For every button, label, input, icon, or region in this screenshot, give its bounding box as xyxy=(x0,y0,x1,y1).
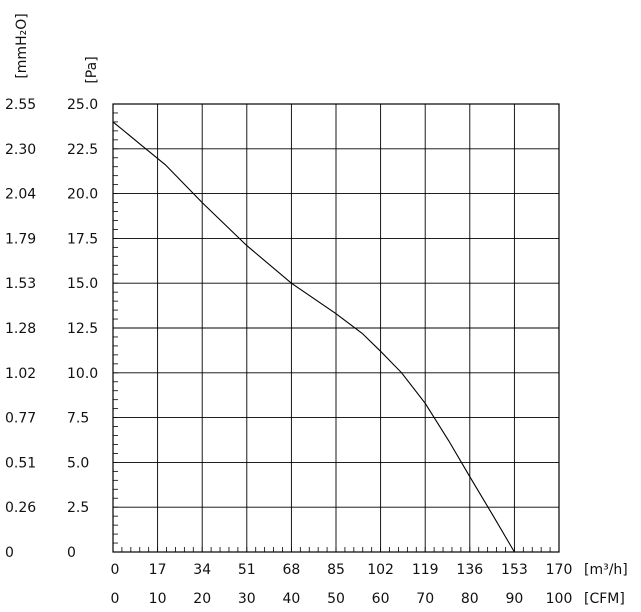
y-secondary-tick-label: 1.53 xyxy=(5,276,36,292)
y-primary-tick-label: 5.0 xyxy=(67,455,89,471)
x-primary-unit-label: [m³/h] xyxy=(584,562,628,578)
x-secondary-tick-label: 60 xyxy=(372,591,390,607)
y-primary-tick-label: 7.5 xyxy=(67,411,89,427)
y-secondary-tick-label: 2.30 xyxy=(5,142,36,158)
y-primary-tick-label: 10.0 xyxy=(67,366,98,382)
grid-layer xyxy=(113,104,559,552)
y-primary-tick-label: 12.5 xyxy=(67,321,98,337)
x-secondary-tick-label: 20 xyxy=(193,591,211,607)
x-secondary-tick-label: 90 xyxy=(505,591,523,607)
y-secondary-tick-label: 2.04 xyxy=(5,187,36,203)
x-primary-tick-label: 136 xyxy=(456,562,483,578)
x-primary-tick-label: 170 xyxy=(546,562,573,578)
y-primary-tick-label: 22.5 xyxy=(67,142,98,158)
x-secondary-tick-label: 70 xyxy=(416,591,434,607)
x-secondary-tick-label: 100 xyxy=(546,591,573,607)
y-primary-tick-label: 17.5 xyxy=(67,231,98,247)
x-secondary-tick-label: 50 xyxy=(327,591,345,607)
x-primary-tick-label: 119 xyxy=(412,562,439,578)
label-layer: 0 0 2.5 0.26 5.0 0.51 7.5 0.77 10.0 1.02 12.5 1.28 1… xyxy=(5,97,572,607)
x-primary-tick-label: 51 xyxy=(238,562,256,578)
y-secondary-tick-label: 1.02 xyxy=(5,366,36,382)
x-secondary-tick-label: 0 xyxy=(111,591,120,607)
y-primary-tick-label: 25.0 xyxy=(67,97,98,113)
y-secondary-tick-label: 0.26 xyxy=(5,500,36,516)
y-primary-tick-label: 20.0 xyxy=(67,187,98,203)
y-secondary-tick-label: 2.55 xyxy=(5,97,36,113)
x-primary-tick-label: 85 xyxy=(327,562,345,578)
x-primary-tick-label: 68 xyxy=(282,562,300,578)
x-primary-tick-label: 153 xyxy=(501,562,528,578)
x-secondary-unit-label: [CFM] xyxy=(584,591,625,607)
y-primary-tick-label: 2.5 xyxy=(67,500,89,516)
plot-frame xyxy=(112,103,560,553)
y-secondary-tick-label: 0.77 xyxy=(5,411,36,427)
x-secondary-tick-label: 30 xyxy=(238,591,256,607)
y-secondary-tick-label: 1.28 xyxy=(5,321,36,337)
y-secondary-unit-label: [mmH₂O] xyxy=(14,13,30,78)
x-primary-tick-label: 17 xyxy=(149,562,167,578)
x-secondary-tick-label: 40 xyxy=(282,591,300,607)
y-secondary-tick-label: 1.79 xyxy=(5,231,36,247)
y-primary-tick-label: 15.0 xyxy=(67,276,98,292)
x-secondary-tick-label: 10 xyxy=(149,591,167,607)
x-primary-tick-label: 102 xyxy=(367,562,394,578)
x-primary-tick-label: 34 xyxy=(193,562,211,578)
y-secondary-tick-label: 0 xyxy=(5,545,14,561)
y-secondary-tick-label: 0.51 xyxy=(5,455,36,471)
series-line xyxy=(112,121,515,553)
x-secondary-tick-label: 80 xyxy=(461,591,479,607)
y-primary-unit-label: [Pa] xyxy=(84,56,100,83)
y-primary-tick-label: 0 xyxy=(67,545,76,561)
x-primary-tick-label: 0 xyxy=(111,562,120,578)
